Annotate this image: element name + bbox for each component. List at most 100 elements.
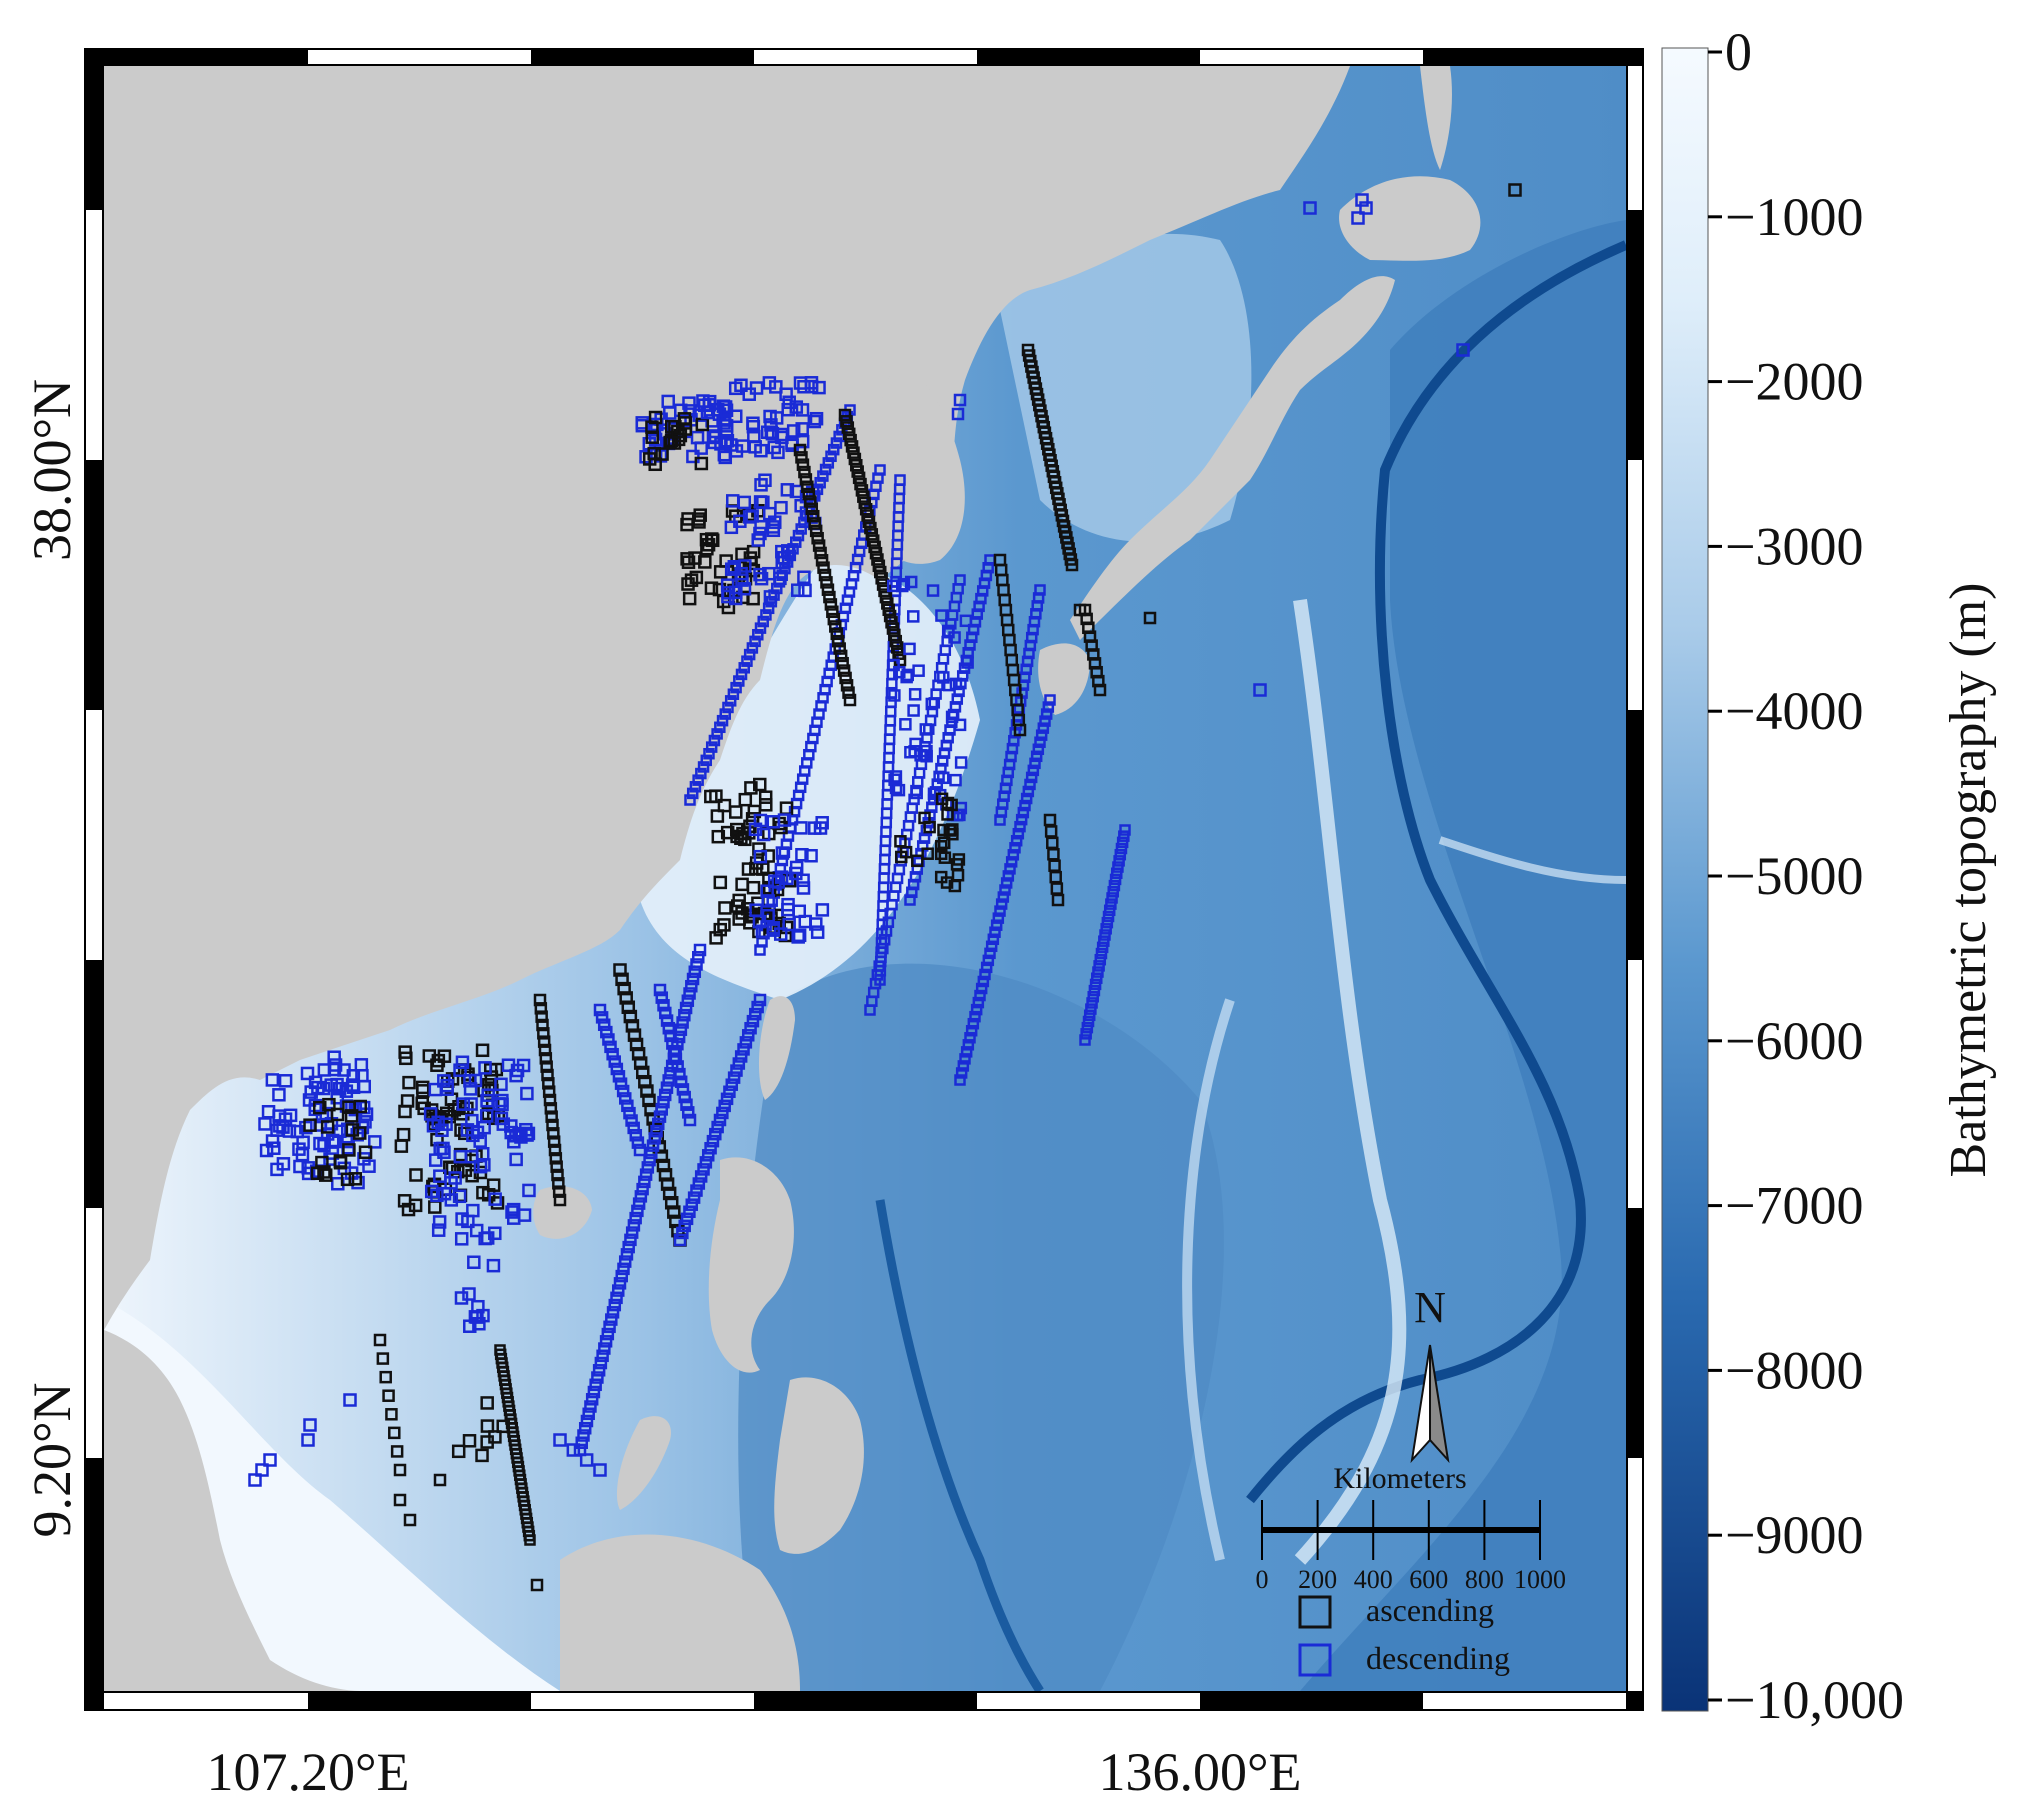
ascending-track-marker (403, 1513, 417, 1527)
descending-track-marker (1004, 863, 1016, 875)
colorbar-tick-label: −10,000 (1725, 1670, 1904, 1730)
ascending-track-marker (843, 693, 857, 707)
descending-track-marker (975, 982, 988, 995)
descending-track-marker (426, 1119, 441, 1133)
ascending-track-marker (542, 1085, 556, 1098)
descending-track-marker (953, 718, 967, 732)
descending-track-marker (935, 609, 948, 622)
ascending-track-marker (711, 829, 726, 844)
ascending-track-marker (799, 473, 813, 486)
ascending-track-marker (552, 1177, 565, 1190)
descending-track-marker (709, 1127, 722, 1141)
ascending-track-marker (946, 827, 959, 841)
ascending-track-marker (619, 991, 633, 1005)
descending-track-marker (954, 756, 968, 769)
descending-track-marker (915, 847, 927, 860)
descending-track-marker (737, 582, 752, 596)
descending-track-marker (941, 624, 955, 638)
descending-track-marker (589, 1378, 602, 1392)
descending-track-marker (716, 714, 729, 727)
ascending-track-marker (841, 421, 855, 434)
ascending-track-marker (806, 509, 820, 523)
descending-track-marker (685, 979, 698, 993)
ascending-track-marker (545, 1110, 558, 1123)
descending-track-marker (904, 894, 916, 906)
ascending-track-marker (793, 443, 807, 457)
descending-track-marker (623, 1106, 636, 1120)
descending-track-marker (919, 723, 933, 736)
descending-track-marker (454, 1291, 469, 1305)
descending-track-marker (754, 622, 767, 634)
descending-track-marker (437, 1145, 451, 1160)
descending-track-marker (797, 570, 811, 584)
descending-track-marker (1000, 877, 1013, 889)
colorbar-tick-label: −4000 (1725, 681, 1863, 741)
descending-track-marker (633, 1143, 647, 1157)
north-arrow-label: N (1414, 1283, 1446, 1332)
scale-bar-tick-label: 0 (1256, 1565, 1269, 1594)
legend-ascending-swatch (1298, 1595, 1332, 1629)
descending-track-marker (899, 718, 912, 731)
descending-track-marker (906, 886, 918, 899)
descending-track-marker (730, 1064, 743, 1077)
descending-track-marker (809, 411, 824, 426)
descending-track-marker (265, 1073, 280, 1087)
map-body (104, 66, 1626, 1691)
descending-track-marker (756, 495, 770, 510)
descending-track-marker (695, 767, 707, 780)
ascending-track-marker (550, 1160, 563, 1173)
descending-track-marker (918, 832, 931, 844)
descending-track-marker (480, 1109, 494, 1123)
descending-track-marker (655, 991, 669, 1004)
descending-track-marker (676, 1016, 689, 1029)
ascending-track-marker (718, 901, 732, 915)
descending-track-marker (679, 1001, 693, 1015)
ascending-track-marker (881, 597, 894, 610)
descending-track-marker (910, 786, 923, 800)
ascending-track-marker (820, 576, 833, 589)
ascending-track-marker (678, 422, 693, 436)
descending-track-marker (697, 761, 710, 773)
descending-track-marker (746, 1014, 760, 1028)
descending-track-marker (692, 774, 704, 786)
descending-track-marker (953, 393, 967, 407)
descending-track-marker (575, 1436, 588, 1450)
descending-track-marker (655, 1103, 668, 1116)
descending-track-marker (1081, 1021, 1094, 1034)
descending-track-marker (690, 430, 705, 445)
ascending-track-marker (648, 410, 663, 425)
descending-track-marker (444, 1193, 459, 1207)
descending-track-marker (1355, 193, 1369, 207)
ascending-track-marker (921, 847, 934, 860)
descending-track-marker (643, 1153, 656, 1167)
descending-track-marker (462, 1287, 476, 1301)
descending-track-marker (945, 710, 959, 724)
ascending-track-marker (829, 620, 842, 633)
ascending-track-marker (638, 1074, 652, 1089)
ascending-track-marker (812, 539, 826, 552)
descending-track-marker (346, 1080, 361, 1095)
descending-track-marker (631, 1204, 644, 1218)
ascending-track-marker (821, 583, 835, 596)
ascending-track-marker (826, 605, 839, 619)
ascending-track-marker (795, 451, 808, 464)
descending-track-marker (608, 1055, 621, 1068)
ascending-track-marker (645, 430, 659, 444)
descending-track-marker (955, 1067, 968, 1079)
ascending-track-marker (642, 1093, 656, 1108)
descending-track-marker (722, 701, 734, 714)
descending-track-marker (979, 968, 991, 981)
descending-track-marker (734, 1050, 748, 1063)
scale-bar-tick-label: 800 (1465, 1565, 1504, 1594)
descending-track-marker (907, 878, 920, 891)
ascending-track-marker (538, 1043, 552, 1057)
descending-track-marker (1359, 201, 1373, 215)
descending-track-marker (752, 628, 764, 641)
ascending-track-marker (552, 1185, 566, 1198)
descending-track-marker (684, 794, 696, 806)
descending-track-marker (566, 1443, 581, 1457)
descending-track-marker (1022, 785, 1035, 798)
ascending-track-marker (633, 1056, 648, 1070)
ascending-track-marker (342, 1143, 356, 1157)
ascending-track-marker (861, 509, 874, 522)
